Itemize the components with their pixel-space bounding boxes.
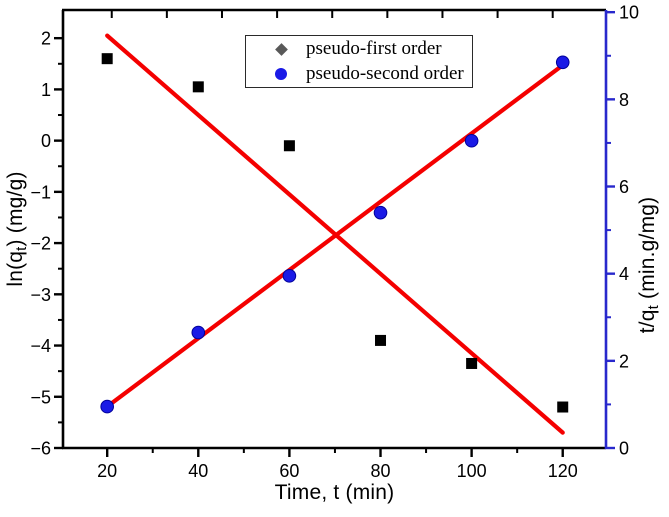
legend-label: pseudo-second order: [306, 63, 464, 84]
svg-text:1: 1: [41, 80, 51, 100]
svg-text:80: 80: [370, 461, 390, 481]
svg-text:−2: −2: [30, 234, 51, 254]
svg-text:100: 100: [457, 461, 487, 481]
svg-text:8: 8: [619, 90, 629, 110]
svg-text:2: 2: [619, 351, 629, 371]
svg-text:120: 120: [548, 461, 578, 481]
legend-item-pseudo-first-order: pseudo-first order: [246, 37, 472, 61]
svg-text:40: 40: [188, 461, 208, 481]
legend-label: pseudo-first order: [306, 38, 442, 59]
svg-text:−3: −3: [30, 285, 51, 305]
x-axis-title: Time, t (min): [274, 481, 395, 504]
svg-text:−5: −5: [30, 387, 51, 407]
legend-item-pseudo-second-order: pseudo-second order: [246, 62, 472, 86]
svg-text:6: 6: [619, 177, 629, 197]
right-y-axis-title: t/qt (min.g/mg): [636, 196, 662, 334]
svg-text:0: 0: [619, 439, 629, 459]
svg-text:2: 2: [41, 29, 51, 49]
svg-text:−4: −4: [30, 336, 51, 356]
svg-text:−1: −1: [30, 182, 51, 202]
left-y-axis-title: ln(qt) (mg/g): [4, 171, 30, 287]
svg-text:60: 60: [279, 461, 299, 481]
svg-text:4: 4: [619, 264, 629, 284]
circle-icon: [275, 68, 287, 80]
svg-text:10: 10: [619, 3, 639, 23]
svg-text:20: 20: [97, 461, 117, 481]
svg-text:0: 0: [41, 131, 51, 151]
diamond-icon: [274, 42, 288, 56]
legend: pseudo-first order pseudo-second order: [245, 35, 473, 88]
svg-text:−6: −6: [30, 439, 51, 459]
